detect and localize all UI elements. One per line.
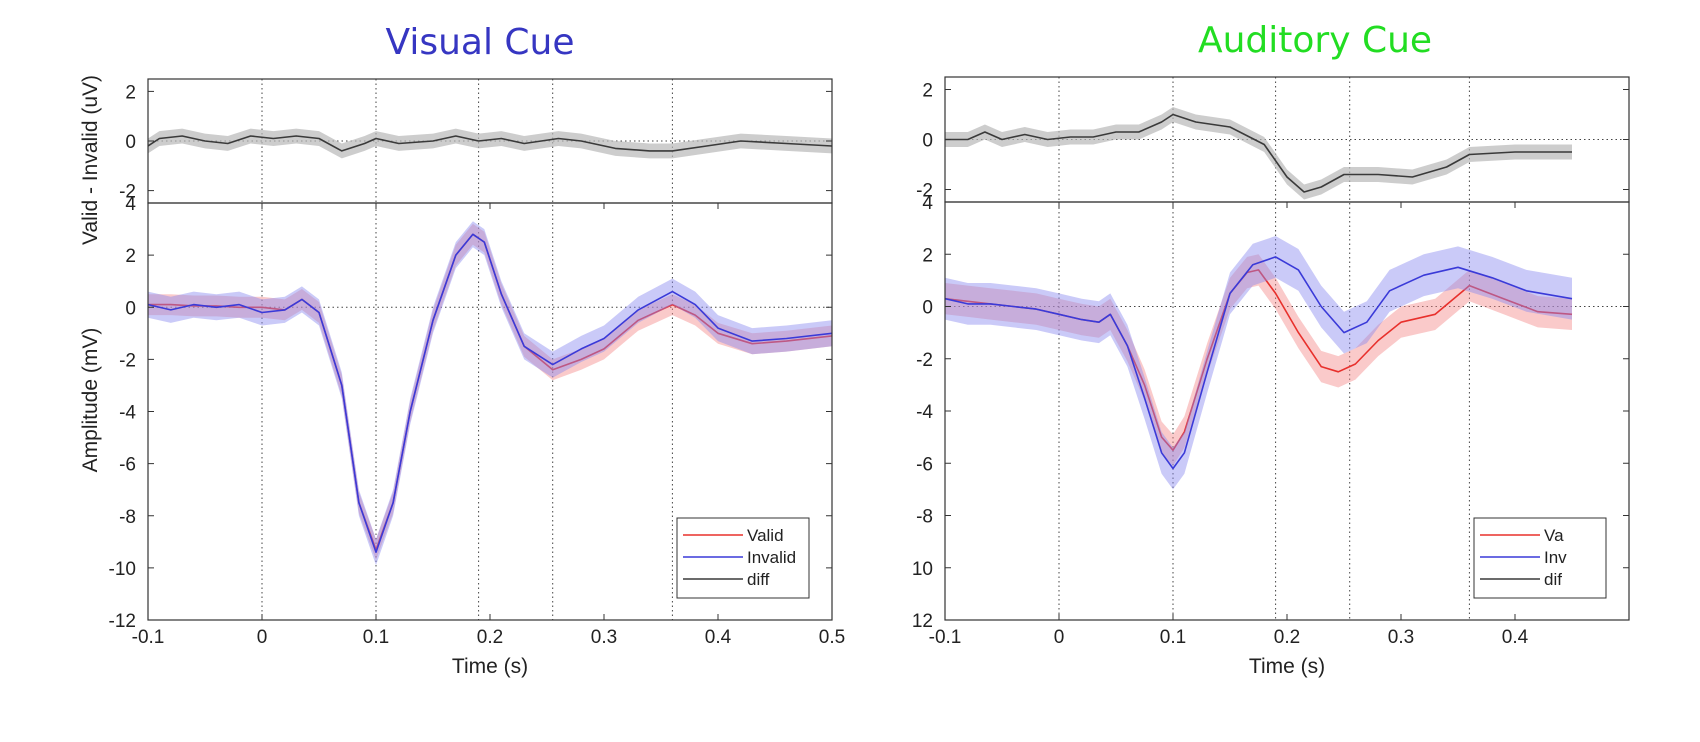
bottom-y-tick-label: -2: [916, 350, 933, 371]
x-tick-label: -0.1: [132, 627, 165, 648]
bottom-y-tick-label: 2: [125, 246, 136, 267]
x-tick-label: 0.2: [1274, 627, 1300, 648]
bottom-y-tick-label: -10: [109, 559, 136, 580]
legend-entry: dif: [1544, 570, 1562, 589]
bottom-y-tick-label: 2: [922, 245, 933, 266]
top-y-tick-label: 0: [922, 131, 933, 152]
valid-confidence-band: [148, 223, 832, 561]
auditory-cue-panel: Auditory Cue -2 0 2 12 10 -8 -6 -4 -2 0 2 4 -0.1 0 0.1 0…: [912, 20, 1630, 678]
bottom-y-tick-label: 4: [125, 194, 136, 215]
valid-series-line: [148, 233, 832, 551]
bottom-y-tick-label: 0: [922, 298, 933, 319]
legend: Valid Invalid diff: [676, 517, 810, 599]
x-tick-label: 0.4: [1502, 627, 1529, 648]
top-y-tick-label: 2: [922, 81, 933, 102]
x-tick-label: 0.3: [1388, 627, 1414, 648]
legend-box: [676, 517, 810, 599]
panel-title: Visual Cue: [385, 22, 574, 63]
legend-entry: Va: [1544, 526, 1564, 545]
top-y-tick-label: -2: [916, 181, 933, 202]
bottom-y-tick-label: 12: [912, 611, 933, 632]
x-axis-label: Time (s): [1249, 655, 1325, 678]
x-tick-label: 0: [257, 627, 268, 648]
bottom-y-axis-label: Amplitude (mV): [79, 328, 102, 473]
x-axis-label: Time (s): [452, 655, 528, 678]
bottom-y-tick-label: 10: [912, 559, 933, 580]
top-y-tick-label: 2: [125, 82, 136, 103]
x-tick-label: 0.3: [591, 627, 617, 648]
diff-series-line: [148, 135, 832, 152]
invalid-confidence-band: [945, 236, 1572, 490]
x-tick-label: -0.1: [929, 627, 962, 648]
x-tick-label: 0.1: [363, 627, 389, 648]
bottom-y-tick-label: -12: [109, 611, 136, 632]
x-tick-label: 0.4: [705, 627, 732, 648]
bottom-y-tick-label: -6: [119, 455, 136, 476]
bottom-y-tick-label: 0: [125, 298, 136, 319]
top-y-axis-label: Valid - Invalid (uV): [79, 75, 102, 245]
invalid-series-line: [148, 233, 832, 554]
panel-title: Auditory Cue: [1198, 20, 1432, 61]
bottom-y-tick-label: -2: [119, 350, 136, 371]
bottom-y-tick-label: -4: [119, 403, 136, 424]
visual-cue-panel: Visual Cue -2 0 2 -12 -10 -8 -6 -4 -2 0 2 4 -0.1 0 0.1 0…: [79, 22, 845, 678]
legend: Va Inv dif: [1473, 517, 1607, 599]
x-tick-label: 0: [1054, 627, 1065, 648]
amplitude-plot: [945, 236, 1573, 490]
x-tick-label: 0.2: [477, 627, 503, 648]
x-tick-label: 0.5: [819, 627, 845, 648]
bottom-y-tick-label: -8: [916, 507, 933, 528]
bottom-y-tick-label: -8: [119, 507, 136, 528]
bottom-y-tick-label: 4: [922, 193, 933, 214]
top-y-tick-label: 0: [125, 132, 136, 153]
invalid-series-line: [945, 256, 1573, 470]
legend-entry: Inv: [1544, 548, 1567, 567]
invalid-confidence-band: [148, 221, 832, 566]
valid-confidence-band: [945, 254, 1572, 466]
amplitude-plot: [148, 221, 832, 566]
legend-entry: Invalid: [747, 548, 796, 567]
diff-confidence-band: [148, 128, 832, 159]
difference-plot: [945, 107, 1572, 200]
bottom-y-tick-label: -6: [916, 454, 933, 475]
bottom-y-tick-label: -4: [916, 402, 933, 423]
difference-plot: [148, 128, 832, 159]
legend-entry: Valid: [747, 526, 784, 545]
diff-series-line: [945, 113, 1572, 193]
legend-box: [1473, 517, 1607, 599]
x-tick-label: 0.1: [1160, 627, 1186, 648]
top-y-tick-label: -2: [119, 182, 136, 203]
legend-entry: diff: [747, 570, 770, 589]
